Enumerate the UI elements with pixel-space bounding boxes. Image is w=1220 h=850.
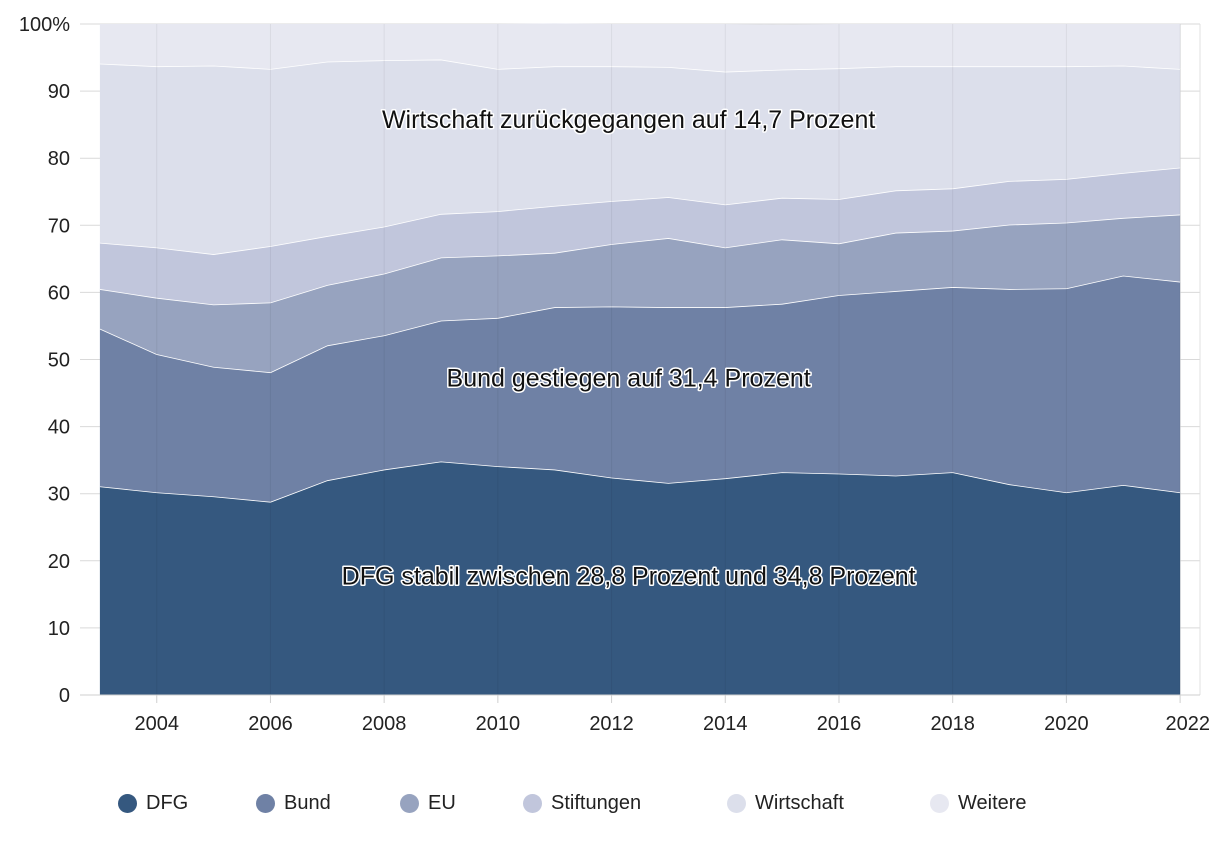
y-tick-label: 10: [48, 618, 70, 640]
y-tick-label: 40: [48, 417, 70, 439]
y-tick-label: 60: [48, 282, 70, 304]
legend-label: DFG: [146, 792, 189, 814]
annotation-label: Bund gestiegen auf 31,4 Prozent: [447, 364, 811, 392]
y-tick-label: 100%: [19, 14, 70, 36]
x-tick-label: 2004: [135, 713, 180, 735]
area-stiftungen: [99, 167, 1181, 305]
legend-label: Stiftungen: [551, 792, 642, 814]
x-tick-label: 2018: [930, 713, 975, 735]
legend-swatch: [118, 794, 137, 813]
legend-item-stiftungen[interactable]: Stiftungen: [523, 792, 727, 815]
legend-label: Wirtschaft: [755, 792, 844, 814]
legend: DFG Bund EU Stiftungen Wirtschaft Weitere: [118, 792, 1050, 815]
area-wirtschaft: [99, 59, 1181, 255]
x-tick-label: 2014: [703, 713, 748, 735]
legend-item-wirtschaft[interactable]: Wirtschaft: [727, 792, 930, 815]
x-tick-label: 2006: [248, 713, 293, 735]
boundary-line-stiftungen: [99, 166, 1181, 255]
annotations: Wirtschaft zurückgegangen auf 14,7 Proze…: [340, 105, 917, 592]
area-bund: [99, 275, 1181, 502]
legend-swatch: [727, 794, 746, 813]
legend-item-weitere[interactable]: Weitere: [930, 792, 1050, 815]
y-tick-label: 20: [48, 551, 70, 573]
legend-item-eu[interactable]: EU: [400, 792, 523, 815]
area-weitere: [99, 23, 1181, 72]
y-tick-label: 0: [59, 685, 70, 707]
x-tick-label: 2022: [1166, 713, 1211, 735]
legend-item-bund[interactable]: Bund: [256, 792, 400, 815]
legend-label: Bund: [284, 792, 331, 814]
annotation-label: Wirtschaft zurückgegangen auf 14,7 Proze…: [382, 106, 875, 134]
annotation-label: DFG stabil zwischen 28,8 Prozent und 34,…: [342, 562, 916, 590]
legend-swatch: [523, 794, 542, 813]
legend-swatch: [256, 794, 275, 813]
boundary-line-eu: [99, 213, 1181, 306]
y-tick-label: 90: [48, 81, 70, 103]
y-tick-label: 50: [48, 350, 70, 372]
x-tick-label: 2020: [1044, 713, 1089, 735]
legend-swatch: [400, 794, 419, 813]
area-dfg: [99, 461, 1181, 695]
boundary-line-bund: [99, 274, 1181, 374]
y-tick-label: 30: [48, 484, 70, 506]
legend-item-dfg[interactable]: DFG: [118, 792, 256, 815]
area-eu: [99, 214, 1181, 373]
y-tick-label: 70: [48, 215, 70, 237]
x-tick-label: 2016: [817, 713, 862, 735]
legend-swatch: [930, 794, 949, 813]
x-tick-label: 2010: [476, 713, 521, 735]
legend-label: EU: [428, 792, 456, 814]
area-series: [99, 23, 1181, 695]
axes: 0 10 20 30 40 50 60 70 80 90 100% 2004 2006 2008 2010 2…: [19, 14, 1210, 735]
x-tick-label: 2012: [589, 713, 634, 735]
y-tick-label: 80: [48, 148, 70, 170]
legend-label: Weitere: [958, 792, 1027, 814]
x-tick-label: 2008: [362, 713, 407, 735]
